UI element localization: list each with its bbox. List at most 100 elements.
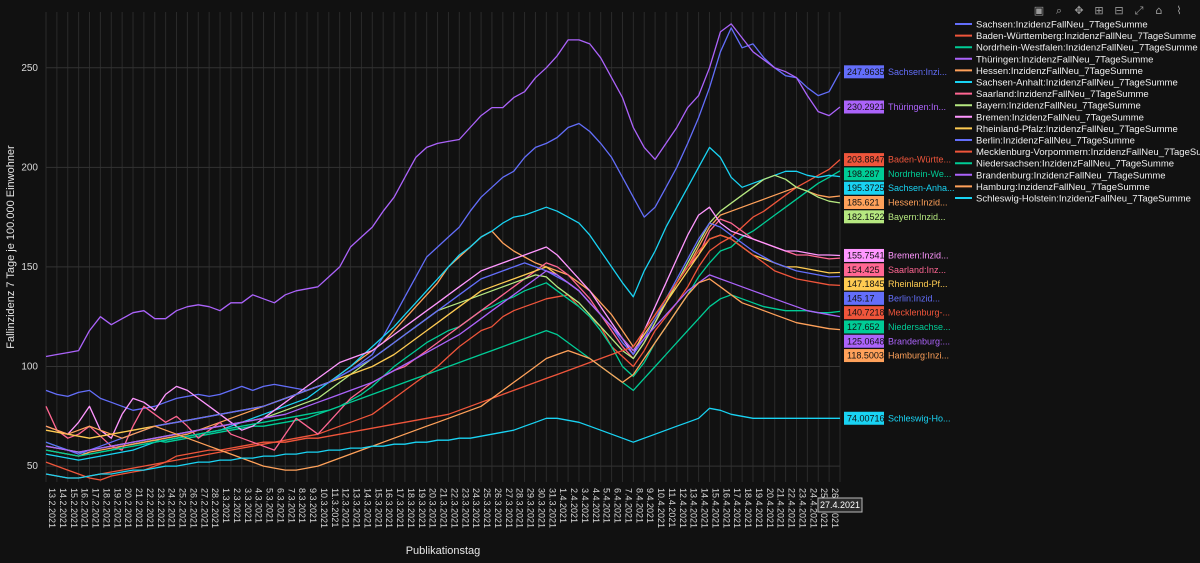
x-tick-label: 27.3.2021	[504, 488, 514, 528]
end-value-text: 145.17	[847, 293, 875, 303]
x-tick-label: 6.4.2021	[613, 488, 623, 523]
end-value-text: 140.7218	[847, 308, 885, 318]
x-tick-label: 23.4.2021	[797, 488, 807, 528]
series-line[interactable]	[45, 407, 840, 479]
series-line[interactable]	[45, 294, 841, 457]
series-line[interactable]	[45, 170, 841, 455]
x-tick-label: 10.4.2021	[656, 488, 666, 528]
series-line[interactable]	[45, 186, 841, 457]
end-value-text: 154.425	[847, 265, 880, 275]
legend-item[interactable]: Saarland:InzidenzFallNeu_7TageSumme	[955, 89, 1149, 100]
end-value-badge	[844, 306, 884, 320]
legend-label: Bayern:InzidenzFallNeu_7TageSumme	[976, 101, 1141, 112]
end-value-badge	[844, 153, 884, 167]
x-tick-label: 5.3.2021	[265, 488, 275, 523]
hover-x-label: 27.4.2021	[817, 497, 863, 513]
x-tick-label: 24.4.2021	[808, 488, 818, 528]
zoom-out-icon[interactable]: ⊟	[1114, 4, 1124, 17]
legend-label: Sachsen:InzidenzFallNeu_7TageSumme	[976, 20, 1148, 31]
x-tick-label: 16.3.2021	[384, 488, 394, 528]
end-series-name: Hessen:Inzid...	[888, 198, 948, 208]
legend-item[interactable]: Berlin:InzidenzFallNeu_7TageSumme	[955, 136, 1135, 147]
end-value-text: 127.652	[847, 322, 880, 332]
series-line[interactable]	[45, 206, 841, 439]
series-line[interactable]	[45, 159, 841, 481]
x-tick-label: 6.3.2021	[275, 488, 285, 523]
x-tick-label: 1.3.2021	[221, 488, 231, 523]
end-series-name: Brandenburg:...	[888, 336, 950, 346]
series-line[interactable]	[45, 218, 841, 451]
x-axis-title: Publikationstag	[406, 545, 481, 557]
end-value-badge	[844, 248, 884, 262]
end-series-name: Mecklenburg-...	[888, 308, 950, 318]
legend-label: Berlin:InzidenzFallNeu_7TageSumme	[976, 136, 1135, 147]
x-tick-label: 2.4.2021	[569, 488, 579, 523]
legend-item[interactable]: Thüringen:InzidenzFallNeu_7TageSumme	[955, 54, 1153, 65]
end-series-name: Schleswig-Ho...	[888, 413, 951, 423]
x-tick-label: 16.2.2021	[80, 488, 90, 528]
legend-label: Hessen:InzidenzFallNeu_7TageSumme	[976, 66, 1143, 77]
legend-item[interactable]: Niedersachsen:InzidenzFallNeu_7TageSumme	[955, 159, 1174, 170]
x-tick-label: 15.2.2021	[69, 488, 79, 528]
y-tick-label: 200	[21, 162, 38, 173]
x-tick-label: 23.3.2021	[460, 488, 470, 528]
x-tick-label: 25.2.2021	[178, 488, 188, 528]
legend-item[interactable]: Brandenburg:InzidenzFallNeu_7TageSumme	[955, 170, 1166, 181]
end-value-badge	[844, 181, 884, 195]
x-tick-label: 10.3.2021	[319, 488, 329, 528]
x-tick-label: 18.2.2021	[101, 488, 111, 528]
x-tick-label: 26.3.2021	[493, 488, 503, 528]
x-tick-label: 20.2.2021	[123, 488, 133, 528]
y-tick-label: 100	[21, 361, 38, 372]
series-line[interactable]	[45, 23, 841, 358]
zoom-icon[interactable]: ⌕	[1055, 4, 1063, 17]
autoscale-icon[interactable]: ⤢	[1134, 4, 1144, 17]
x-tick-label: 4.3.2021	[254, 488, 264, 523]
spike-icon[interactable]: ⌇	[1176, 4, 1182, 17]
end-value-text: 182.1522	[847, 212, 885, 222]
series-line[interactable]	[45, 222, 841, 455]
end-series-name: Sachsen-Anha...	[888, 183, 955, 193]
pan-icon[interactable]: ✥	[1074, 4, 1084, 17]
legend-item[interactable]: Bremen:InzidenzFallNeu_7TageSumme	[955, 112, 1144, 123]
series-line[interactable]	[45, 278, 841, 471]
end-value-text: 155.7541	[847, 250, 885, 260]
x-tick-label: 19.3.2021	[417, 488, 427, 528]
end-series-name: Bremen:Inzid...	[888, 250, 949, 260]
end-value-badge	[844, 334, 884, 348]
legend-item[interactable]: Sachsen:InzidenzFallNeu_7TageSumme	[955, 20, 1148, 31]
end-value-text: 195.3725	[847, 183, 885, 193]
x-tick-label: 18.4.2021	[743, 488, 753, 528]
legend-item[interactable]: Mecklenburg-Vorpommern:InzidenzFallNeu_7…	[955, 147, 1200, 158]
zoom-in-icon[interactable]: ⊞	[1094, 4, 1104, 17]
end-value-badge	[844, 349, 884, 363]
end-value-badge	[844, 411, 884, 425]
series-line[interactable]	[45, 234, 841, 479]
x-tick-label: 13.3.2021	[352, 488, 362, 528]
series-line[interactable]	[45, 27, 841, 411]
x-tick-label: 28.2.2021	[210, 488, 220, 528]
legend-item[interactable]: Bayern:InzidenzFallNeu_7TageSumme	[955, 101, 1141, 112]
legend-label: Bremen:InzidenzFallNeu_7TageSumme	[976, 112, 1144, 123]
series-line[interactable]	[45, 270, 841, 453]
camera-icon[interactable]: ▣	[1033, 4, 1045, 17]
home-icon[interactable]: ⌂	[1155, 4, 1163, 17]
x-tick-label: 17.3.2021	[395, 488, 405, 528]
legend-item[interactable]: Rheinland-Pfalz:InzidenzFallNeu_7TageSum…	[955, 124, 1178, 135]
plot-modebar: ▣ ⌕ ✥ ⊞ ⊟ ⤢ ⌂ ⌇	[1032, 4, 1186, 18]
end-value-text: 185.621	[847, 198, 880, 208]
x-tick-label: 16.4.2021	[721, 488, 731, 528]
x-tick-label: 13.4.2021	[689, 488, 699, 528]
legend-item[interactable]: Sachsen-Anhalt:InzidenzFallNeu_7TageSumm…	[955, 78, 1178, 89]
end-value-text: 203.8847	[847, 155, 885, 165]
end-value-text: 247.9635	[847, 67, 885, 77]
legend-label: Nordrhein-Westfalen:InzidenzFallNeu_7Tag…	[976, 43, 1198, 54]
legend-item[interactable]: Baden-Württemberg:InzidenzFallNeu_7TageS…	[955, 31, 1196, 42]
legend-item[interactable]: Schleswig-Holstein:InzidenzFallNeu_7Tage…	[955, 194, 1191, 205]
legend-item[interactable]: Nordrhein-Westfalen:InzidenzFallNeu_7Tag…	[955, 43, 1198, 54]
x-tick-label: 3.4.2021	[580, 488, 590, 523]
legend-item[interactable]: Hessen:InzidenzFallNeu_7TageSumme	[955, 66, 1143, 77]
legend: Sachsen:InzidenzFallNeu_7TageSummeBaden-…	[955, 20, 1200, 205]
end-value-text: 118.5003	[847, 351, 884, 361]
legend-item[interactable]: Hamburg:InzidenzFallNeu_7TageSumme	[955, 182, 1150, 193]
